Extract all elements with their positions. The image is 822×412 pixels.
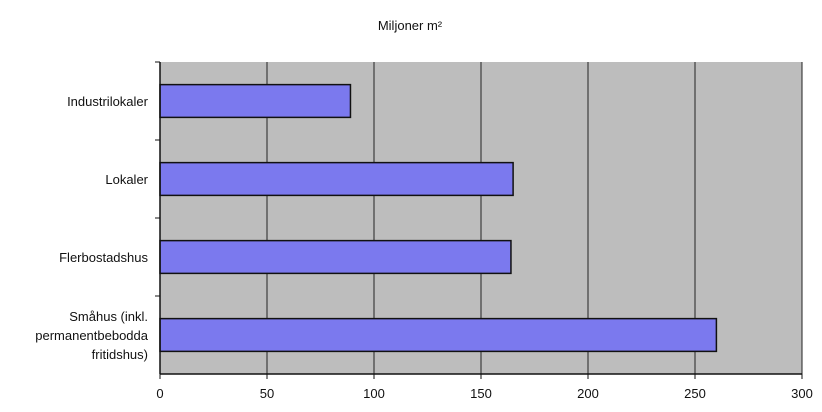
x-tick-label-250: 250 — [684, 386, 706, 401]
x-tick-label-150: 150 — [470, 386, 492, 401]
x-tick-label-0: 0 — [156, 386, 163, 401]
x-tick-label-200: 200 — [577, 386, 599, 401]
bar-3 — [159, 239, 512, 275]
bar-4 — [159, 317, 718, 353]
bars — [159, 83, 718, 353]
chart-title: Miljoner m² — [378, 18, 443, 33]
bar-2 — [159, 161, 514, 197]
category-label-3: Flerbostadshus — [59, 250, 148, 265]
category-label-4: Småhus (inkl. permanentbebodda fritidshus) — [35, 309, 149, 362]
category-label-2: Lokaler — [105, 172, 148, 187]
category-labels: Industrilokaler Lokaler Flerbostadshus Småh… — [35, 61, 160, 362]
x-tick-label-50: 50 — [260, 386, 274, 401]
x-tick-label-300: 300 — [791, 386, 813, 401]
category-label-1: Industrilokaler — [67, 94, 149, 109]
x-axis-ticks: 0 50 100 150 200 250 300 — [156, 374, 813, 401]
x-tick-label-100: 100 — [363, 386, 385, 401]
bar-1 — [159, 83, 352, 119]
